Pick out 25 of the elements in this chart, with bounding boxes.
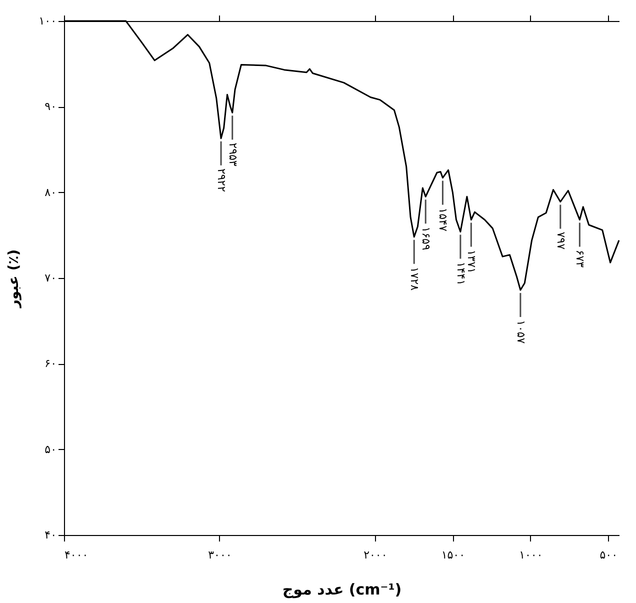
x-tick-label: ۱۵۰۰ [441,548,465,562]
annotation: ۱۴۴۱ [454,262,468,286]
annotation: ۷۹۷ [554,232,568,250]
y-tick-label: ۹۰ [44,100,56,114]
x-axis-title: عدد موج (cm⁻¹) [282,580,402,598]
annotation: ۱۰۵۷ [514,320,528,344]
x-tick-label: ۵۰۰ [600,548,618,562]
annotation: ۶۷۳ [574,250,587,268]
annotation: ۱۶۵۹ [420,226,433,250]
y-tick-label: ۶۰ [44,357,56,370]
y-axis-title: عبور (٪) [6,249,22,309]
x-tick-label: ۴۰۰۰ [64,548,88,562]
x-tick-label: ۲۰۰۰ [364,548,388,562]
y-tick-label: ۵۰ [44,442,56,456]
x-tick-label: ۳۰۰۰ [208,548,232,562]
annotation: ۲۹۵۳ [226,142,240,166]
annotation: ۱۳۷۱ [465,250,478,274]
y-tick-label: ۸۰ [44,186,56,199]
annotation: ۱۵۴۷ [436,208,450,232]
y-tick-label: ۱۰۰ [38,14,56,28]
annotation: ۱۷۲۸ [408,266,422,291]
y-tick-label: ۷۰ [44,272,56,284]
annotation: ۲۹۲۲ [215,168,228,192]
y-tick-label: ۴۰ [44,528,56,542]
x-tick-label: ۱۰۰۰ [519,548,543,562]
